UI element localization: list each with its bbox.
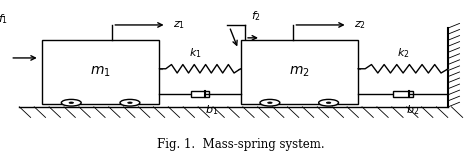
- Bar: [393, 91, 413, 97]
- Text: $b_2$: $b_2$: [405, 103, 419, 117]
- Text: $k_1$: $k_1$: [189, 47, 202, 60]
- Text: $z_2$: $z_2$: [354, 19, 366, 31]
- Text: $f_2$: $f_2$: [251, 10, 262, 23]
- Text: $f_1$: $f_1$: [0, 13, 8, 26]
- Text: $m_2$: $m_2$: [289, 65, 310, 79]
- Text: $z_1$: $z_1$: [173, 19, 185, 31]
- Text: $k_2$: $k_2$: [397, 47, 410, 60]
- Circle shape: [69, 102, 73, 103]
- Bar: [191, 91, 209, 97]
- Circle shape: [127, 102, 132, 103]
- Text: $m_1$: $m_1$: [90, 65, 111, 79]
- Circle shape: [61, 99, 81, 106]
- Bar: [42, 40, 159, 104]
- Circle shape: [268, 102, 272, 103]
- Text: Fig. 1.  Mass-spring system.: Fig. 1. Mass-spring system.: [157, 138, 325, 151]
- Circle shape: [326, 102, 331, 103]
- Bar: [241, 40, 358, 104]
- Circle shape: [318, 99, 339, 106]
- Text: $b_1$: $b_1$: [205, 103, 218, 117]
- Circle shape: [120, 99, 140, 106]
- Circle shape: [260, 99, 280, 106]
